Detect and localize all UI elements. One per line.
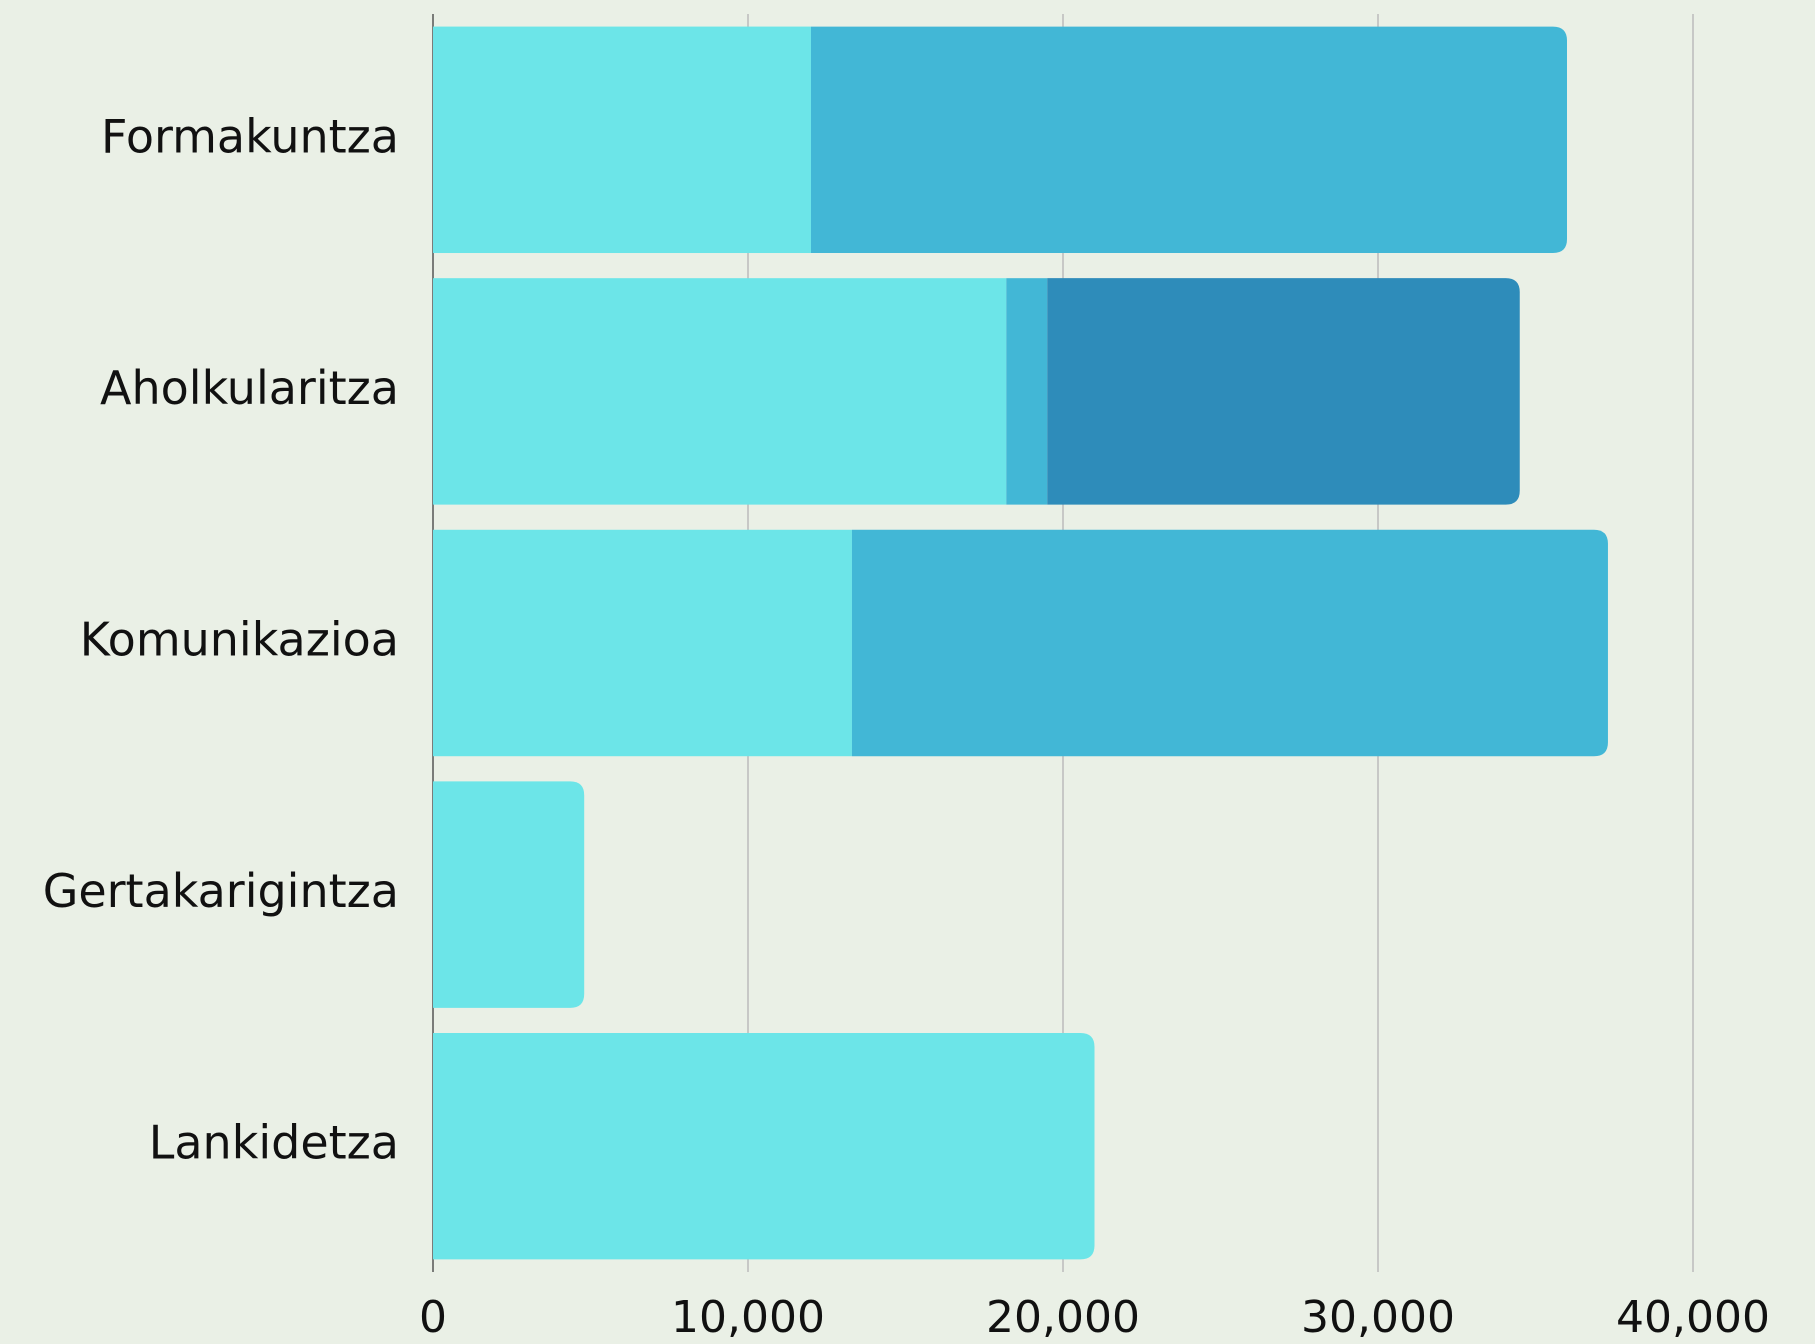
bar-segment bbox=[811, 26, 1567, 254]
x-tick-label: 10,000 bbox=[671, 1292, 825, 1343]
bar-segment bbox=[433, 781, 585, 1008]
x-tick-label: 30,000 bbox=[1301, 1292, 1455, 1343]
bar-segment bbox=[433, 529, 852, 757]
x-tick-label: 20,000 bbox=[986, 1292, 1140, 1343]
x-tick-label: 40,000 bbox=[1616, 1292, 1770, 1343]
x-tick-label: 0 bbox=[419, 1292, 447, 1343]
bar-segment bbox=[433, 278, 1007, 505]
bar-segment bbox=[1006, 278, 1048, 505]
bar-segment bbox=[433, 1032, 1095, 1260]
y-tick-label: Lankidetza bbox=[149, 1116, 399, 1170]
bar-segment bbox=[851, 529, 1608, 757]
y-tick-label: Formakuntza bbox=[101, 109, 399, 163]
y-tick-label: Komunikazioa bbox=[80, 613, 399, 667]
y-tick-label: Gertakarigintza bbox=[43, 864, 399, 918]
y-tick-label: Aholkularitza bbox=[100, 361, 399, 415]
bar-segment bbox=[1047, 278, 1520, 505]
bar-segment bbox=[433, 26, 811, 254]
